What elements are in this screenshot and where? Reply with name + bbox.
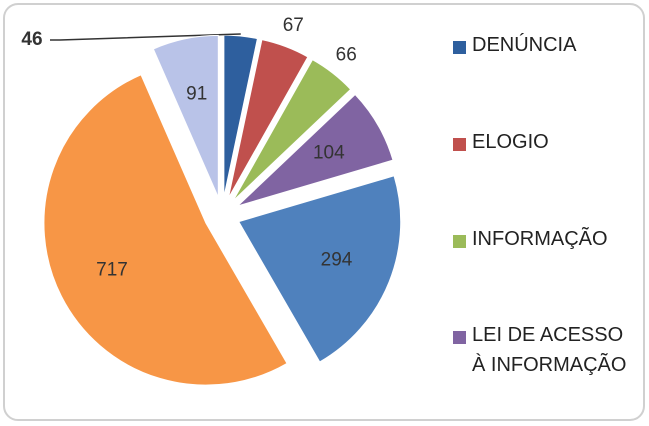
legend-label: DENÚNCIA	[472, 34, 577, 56]
legend-item: INFORMAÇÃO	[453, 228, 633, 254]
legend-label: ELOGIO	[472, 131, 549, 153]
leader-line	[50, 33, 241, 41]
legend-item: DENÚNCIA	[453, 34, 633, 60]
data-label: 91	[186, 83, 207, 104]
legend-label: LEI DE ACESSO À INFORMAÇÃO	[472, 324, 627, 376]
legend-swatch	[453, 41, 466, 54]
legend-label: INFORMAÇÃO	[472, 228, 608, 250]
pie-slice	[152, 34, 219, 198]
data-label: 294	[321, 250, 353, 271]
legend-item: LEI DE ACESSO À INFORMAÇÃO	[453, 324, 633, 380]
pie-slice	[232, 58, 352, 202]
data-label: 66	[336, 45, 357, 66]
data-label: 67	[283, 15, 304, 36]
pie-slice	[237, 175, 402, 363]
data-label: 104	[313, 142, 345, 163]
legend-swatch	[453, 138, 466, 151]
pie-slice	[237, 93, 394, 207]
legend-swatch	[453, 331, 466, 344]
legend-swatch	[453, 235, 466, 248]
pie-slice	[43, 74, 288, 386]
pie-slice	[227, 39, 309, 199]
data-label: 717	[96, 260, 128, 281]
legend-item: ELOGIO	[453, 131, 633, 157]
data-label: 46	[21, 29, 42, 50]
